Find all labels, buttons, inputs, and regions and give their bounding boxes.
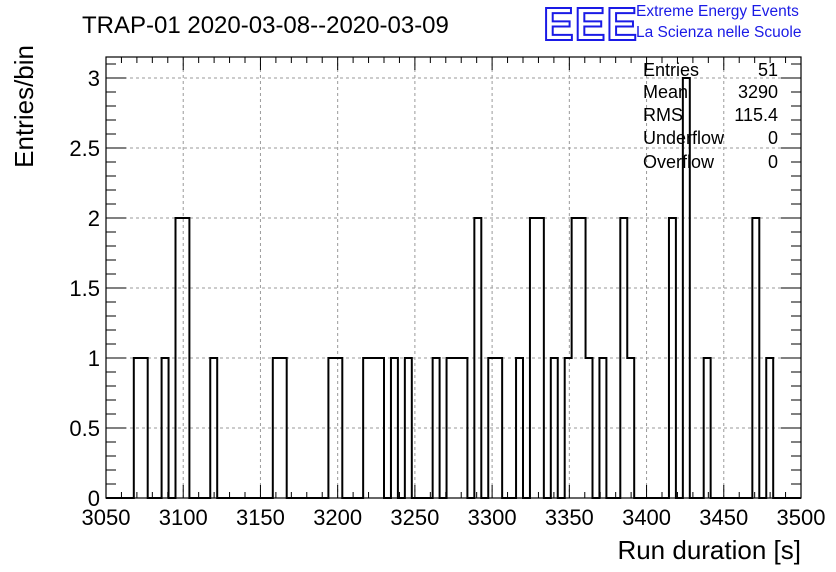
- stats-label-rms: RMS: [643, 105, 683, 125]
- y-tick-label: 2: [88, 206, 100, 231]
- x-tick-label: 3050: [82, 505, 131, 530]
- stats-label-underflow: Underflow: [643, 128, 725, 148]
- stats-box: Entries 51 Mean 3290 RMS 115.4 Underflow…: [643, 60, 778, 172]
- grid-lines: [106, 57, 801, 498]
- eee-logo-mark: EEE: [543, 0, 638, 50]
- y-tick-label: 2.5: [69, 136, 100, 161]
- x-tick-labels: 3050 3100 3150 3200 3250 3300 3350 3400 3450 3500: [82, 505, 826, 530]
- x-tick-label: 3100: [159, 505, 208, 530]
- stats-value-underflow: 0: [768, 128, 778, 148]
- x-tick-label: 3350: [545, 505, 594, 530]
- x-tick-label: 3450: [699, 505, 748, 530]
- stats-value-entries: 51: [758, 60, 778, 80]
- stats-label-overflow: Overflow: [643, 152, 715, 172]
- y-tick-labels: 0 0.5 1 1.5 2 2.5 3: [69, 66, 100, 511]
- chart-title: TRAP-01 2020-03-08--2020-03-09: [82, 12, 449, 39]
- y-tick-label: 0: [88, 486, 100, 511]
- y-tick-label: 1.5: [69, 276, 100, 301]
- x-tick-label: 3400: [622, 505, 671, 530]
- x-tick-label: 3300: [468, 505, 517, 530]
- x-tick-label: 3250: [390, 505, 439, 530]
- x-axis-label: Run duration [s]: [617, 535, 801, 565]
- logo-line-2: La Scienza nelle Scuole: [636, 24, 802, 41]
- x-tick-label: 3200: [313, 505, 362, 530]
- stats-label-mean: Mean: [643, 82, 688, 102]
- stats-value-rms: 115.4: [734, 105, 778, 125]
- stats-value-overflow: 0: [768, 152, 778, 172]
- stats-label-entries: Entries: [643, 60, 699, 80]
- histogram-outline: [106, 77, 801, 499]
- y-tick-label: 0.5: [69, 416, 100, 441]
- x-tick-label: 3150: [236, 505, 285, 530]
- x-tick-label: 3500: [777, 505, 826, 530]
- axis-ticks: [105, 57, 802, 499]
- y-axis-label: Entries/bin: [9, 45, 39, 168]
- plot-frame: [105, 56, 802, 499]
- y-tick-label: 1: [88, 346, 100, 371]
- logo-line-1: Extreme Energy Events: [636, 3, 799, 20]
- y-tick-label: 3: [88, 66, 100, 91]
- stats-value-mean: 3290: [738, 82, 778, 102]
